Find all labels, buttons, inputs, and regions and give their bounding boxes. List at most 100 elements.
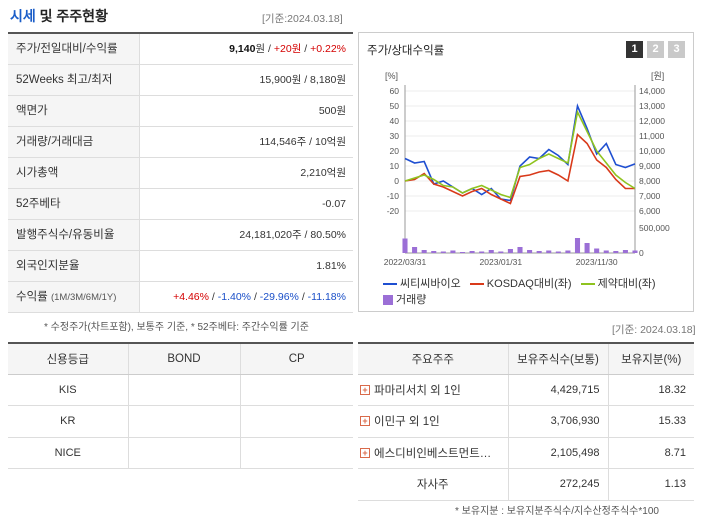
- right-tick-label: 8,000: [639, 176, 661, 186]
- col-header: BOND: [127, 343, 240, 375]
- volume-tick-label: 500,000: [639, 223, 670, 233]
- col-header: 주요주주: [358, 343, 508, 375]
- left-tick-label: -20: [387, 206, 400, 216]
- expand-plus-icon[interactable]: +: [360, 384, 370, 395]
- holder-name: 이민구 외 1인: [374, 416, 440, 429]
- legend-bar-swatch: [383, 295, 393, 305]
- stat-value: +4.46% / -1.40% / -29.96% / -11.18%: [140, 282, 353, 312]
- col-header: 신용등급: [8, 343, 128, 375]
- series-line: [404, 103, 636, 202]
- stat-value: 500원: [318, 105, 346, 117]
- col-header: CP: [239, 343, 353, 375]
- volume-bar: [584, 243, 590, 253]
- shares-cell: 4,429,715: [507, 374, 608, 406]
- volume-bar: [488, 250, 494, 253]
- shares-cell: 272,245: [507, 468, 608, 501]
- major-shareholders-table: 주요주주 보유주식수(보통) 보유지분(%) + 파마리서치 외 1인 4,429…: [358, 342, 694, 501]
- volume-bar: [507, 249, 513, 253]
- table-row[interactable]: + 파마리서치 외 1인 4,429,715 18.32: [358, 374, 694, 406]
- table-row: KIS: [8, 374, 353, 406]
- volume-bar: [469, 251, 475, 253]
- volume-bar: [632, 250, 638, 253]
- bond-cell: [127, 374, 240, 406]
- stat-row-par-value: 액면가 500원: [8, 96, 353, 127]
- expand-plus-icon[interactable]: +: [360, 447, 370, 458]
- chart-tab-2[interactable]: 2: [647, 41, 664, 58]
- pct-cell: 18.32: [607, 374, 694, 406]
- sep: /: [253, 291, 260, 303]
- stat-label: 거래량/거래대금: [8, 127, 140, 157]
- legend-item: KOSDAQ대비(좌): [469, 276, 572, 292]
- footnote-right: * 보유지분 : 보유지분주식수/지수산정주식수*100: [455, 506, 659, 517]
- chart-panel: 주가/상대수익률 1 2 3 [%] [원] 60 50 40 30 20 10 0 -10 -20…: [358, 32, 694, 312]
- section-title: 시세 및 주주현황: [10, 6, 108, 26]
- volume-bar: [613, 251, 619, 253]
- pct-cell: 15.33: [607, 405, 694, 438]
- volume-bar: [565, 250, 571, 253]
- series-line: [404, 109, 636, 199]
- holder-cell[interactable]: + 이민구 외 1인: [358, 405, 508, 438]
- stat-label-main: 수익률: [16, 291, 48, 303]
- legend-line-swatch: [469, 283, 484, 285]
- volume-bar: [594, 248, 600, 253]
- section-title-main: 시세: [10, 8, 36, 24]
- chart-tab-1[interactable]: 1: [626, 41, 643, 58]
- stat-value: 9,140원 / +20원 / +0.22%: [140, 34, 353, 64]
- left-tick-label: 0: [394, 176, 399, 186]
- bond-cell: [127, 437, 240, 469]
- volume-bar: [527, 250, 533, 253]
- footnote-left: * 수정주가(차트포함), 보통주 기준, * 52주베타: 주간수익률 기준: [44, 322, 309, 333]
- right-tick-label: 7,000: [639, 191, 661, 201]
- return-1m: +4.46%: [173, 291, 209, 303]
- expand-plus-icon[interactable]: +: [360, 416, 370, 427]
- sep: /: [211, 291, 218, 303]
- sep: /: [301, 291, 308, 303]
- stat-row-price: 주가/전일대비/수익률 9,140원 / +20원 / +0.22%: [8, 34, 353, 65]
- stat-label: 52Weeks 최고/최저: [8, 65, 140, 95]
- x-tick-label: 2023/01/31: [480, 257, 523, 267]
- table-row[interactable]: + 이민구 외 1인 3,706,930 15.33: [358, 405, 694, 438]
- stat-value: -0.07: [322, 198, 346, 210]
- legend-item: 제약대비(좌): [580, 276, 656, 292]
- stat-label: 수익률 (1M/3M/6M/1Y): [8, 282, 140, 312]
- legend-label: 거래량: [396, 294, 427, 306]
- table-row[interactable]: + 에스디비인베스트먼트… 2,105,498 8.71: [358, 437, 694, 469]
- legend-line-swatch: [383, 283, 397, 285]
- pct-cell: 8.71: [607, 437, 694, 469]
- right-tick-label: 12,000: [639, 116, 665, 126]
- left-tick-label: 20: [390, 146, 400, 156]
- volume-bar: [603, 250, 609, 253]
- credit-rating-table: 신용등급 BOND CP KIS KR NICE: [8, 342, 353, 469]
- x-tick-label: 2023/11/30: [576, 257, 618, 267]
- left-tick-label: 10: [390, 161, 400, 171]
- volume-bar: [440, 251, 446, 253]
- return-6m: -29.96%: [259, 291, 299, 303]
- sep: /: [301, 43, 311, 55]
- left-tick-label: 30: [390, 131, 400, 141]
- legend-label: KOSDAQ대비(좌): [486, 278, 572, 290]
- left-tick-label: 60: [390, 86, 400, 96]
- volume-bar: [622, 250, 628, 253]
- stat-label: 외국인지분율: [8, 251, 140, 281]
- volume-bar: [536, 251, 542, 253]
- section-title-sub: 및 주주현황: [35, 8, 108, 24]
- price-unit: 원 /: [255, 43, 274, 55]
- chart-tab-3[interactable]: 3: [668, 41, 685, 58]
- stat-row-foreign: 외국인지분율 1.81%: [8, 251, 353, 282]
- agency-cell: KIS: [8, 374, 128, 406]
- holder-cell[interactable]: + 에스디비인베스트먼트…: [358, 437, 508, 469]
- price-change: +20원: [273, 43, 302, 55]
- stat-row-shares: 발행주식수/유동비율 24,181,020주 / 80.50%: [8, 220, 353, 251]
- stat-row-volume: 거래량/거래대금 114,546주 / 10억원: [8, 127, 353, 158]
- table-row: 자사주 272,245 1.13: [358, 468, 694, 501]
- stat-value: 1.81%: [316, 260, 346, 272]
- reference-date-right: [기준: 2024.03.18]: [612, 324, 696, 336]
- volume-bar: [459, 252, 466, 253]
- holder-cell[interactable]: + 파마리서치 외 1인: [358, 374, 508, 406]
- right-tick-label: 13,000: [639, 101, 665, 111]
- left-axis-unit: [%]: [385, 71, 398, 81]
- price-summary-table: 주가/전일대비/수익률 9,140원 / +20원 / +0.22% 52Wee…: [8, 32, 353, 313]
- stat-label: 발행주식수/유동비율: [8, 220, 140, 250]
- right-tick-label: 14,000: [639, 86, 665, 96]
- right-tick-label: 9,000: [639, 161, 661, 171]
